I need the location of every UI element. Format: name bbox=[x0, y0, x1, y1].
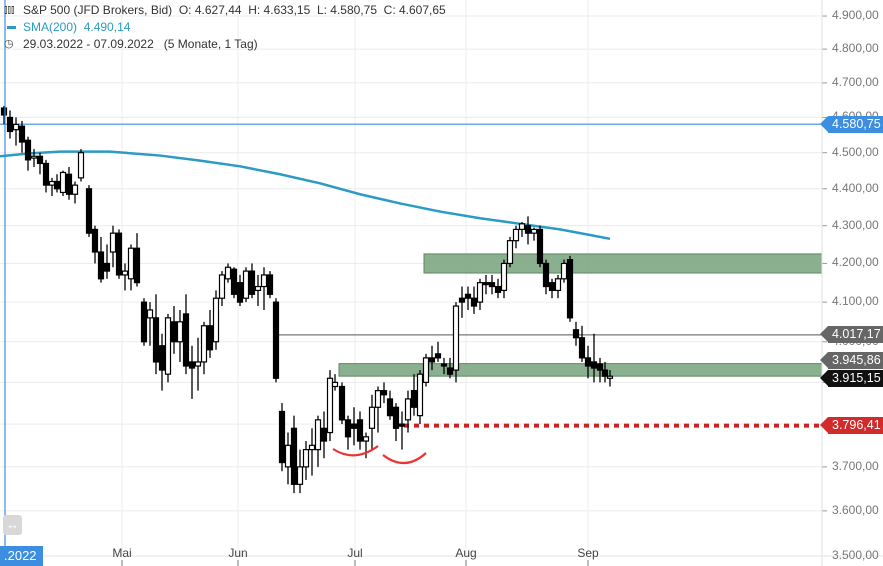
price-tick-label: 4.700,00 bbox=[832, 74, 879, 89]
price-zones bbox=[338, 253, 823, 377]
month-label: Sep bbox=[577, 546, 599, 560]
sma-row[interactable]: SMA(200) 4.490,14 bbox=[4, 19, 446, 36]
price-tick-label: 3.600,00 bbox=[832, 502, 879, 517]
horizontal-lines bbox=[0, 123, 822, 428]
sma-value: 4.490,14 bbox=[83, 20, 131, 34]
price-tag: 3.915,15 bbox=[820, 369, 883, 387]
date-range-row: ◷ 29.03.2022 - 07.09.2022 (5 Monate, 1 T… bbox=[4, 36, 446, 53]
price-tick-label: 4.300,00 bbox=[832, 217, 879, 232]
instrument-row: ⫾⫾⫾ S&P 500 (JFD Brokers, Bid) O: 4.627,… bbox=[4, 2, 446, 19]
clock-icon: ◷ bbox=[4, 38, 14, 50]
price-tick-label: 4.400,00 bbox=[832, 180, 879, 195]
price-tag: 4.017,17 bbox=[820, 326, 883, 344]
sma-label: SMA(200) bbox=[23, 20, 78, 34]
price-tick-label: 4.200,00 bbox=[832, 255, 879, 270]
annotation-arcs bbox=[332, 445, 427, 465]
month-label: Jul bbox=[347, 546, 363, 560]
month-label: Aug bbox=[455, 546, 477, 560]
sma-line bbox=[0, 150, 611, 241]
ohlc-values: O: 4.627,44 H: 4.633,15 L: 4.580,75 C: 4… bbox=[178, 3, 446, 17]
month-label: Jun bbox=[228, 546, 248, 560]
price-tick-label: 3.700,00 bbox=[832, 458, 879, 473]
price-tag: 3.945,86 bbox=[820, 352, 883, 370]
date-range: 29.03.2022 - 07.09.2022 bbox=[23, 37, 154, 51]
price-tick-label: 4.900,00 bbox=[832, 8, 879, 23]
price-tick-label: 4.500,00 bbox=[832, 144, 879, 159]
price-tick-label: 4.800,00 bbox=[832, 41, 879, 56]
arrows-horizontal-icon[interactable]: ↔ bbox=[3, 515, 22, 535]
sma-line-icon bbox=[7, 26, 16, 29]
chart-legend: ⫾⫾⫾ S&P 500 (JFD Brokers, Bid) O: 4.627,… bbox=[4, 2, 446, 53]
candles bbox=[0, 105, 614, 494]
price-tag: 3.796,41 bbox=[820, 417, 883, 435]
period: (5 Monate, 1 Tag) bbox=[163, 37, 258, 51]
instrument-label: S&P 500 (JFD Brokers, Bid) bbox=[23, 3, 173, 17]
price-tick-label: 4.100,00 bbox=[832, 294, 879, 309]
price-tick-label: 3.500,00 bbox=[832, 548, 879, 563]
price-tag: 4.580,75 bbox=[820, 115, 883, 133]
month-label: Mai bbox=[112, 546, 132, 560]
current-date-tag: .2022 bbox=[0, 546, 43, 566]
candlestick-icon[interactable]: ⫾⫾⫾ bbox=[4, 4, 15, 16]
